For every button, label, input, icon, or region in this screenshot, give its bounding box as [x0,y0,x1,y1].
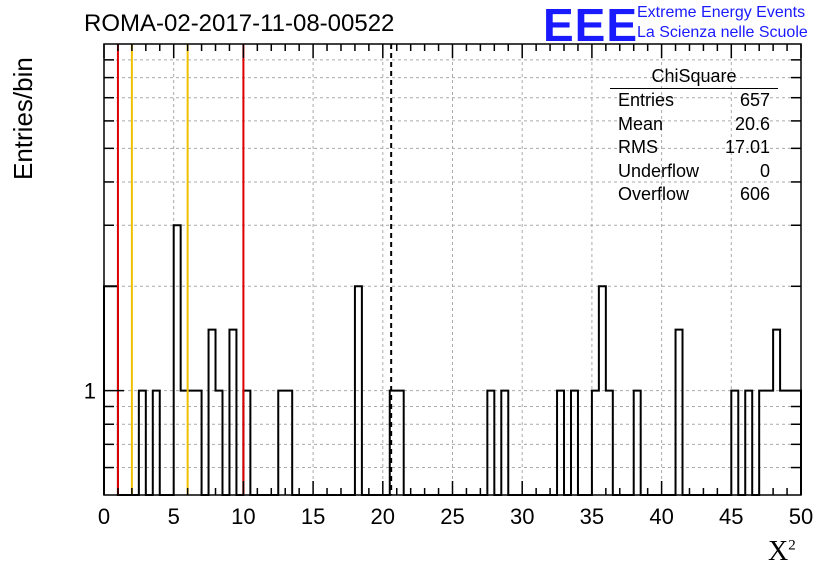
y-axis-label-wrapper: Entries/bin [4,57,44,180]
x-axis-label-sup: 2 [788,537,796,554]
y-tick-labels: 1 [84,379,96,404]
x-tick-label: 40 [649,504,673,529]
stats-row-entries: Entries 657 [610,89,778,113]
x-axis-label: X2 [768,536,796,568]
x-tick-label: 35 [580,504,604,529]
stats-value: 0 [759,160,770,181]
stats-label: Mean [618,113,664,134]
x-tick-label: 50 [789,504,813,529]
stats-value: 606 [739,184,770,204]
axis-ticks [103,44,802,495]
stats-value: 20.6 [734,113,770,134]
y-tick-label: 1 [84,379,96,404]
stats-value: 17.01 [724,137,770,157]
y-axis-label: Entries/bin [8,57,38,180]
stats-label: Entries [618,90,675,110]
stats-row-rms: RMS 17.01 [610,136,778,160]
stats-row-overflow: Overflow 606 [610,183,778,207]
stats-label: RMS [618,137,658,157]
x-tick-label: 45 [719,504,743,529]
x-tick-label: 0 [98,504,110,529]
stats-box: ChiSquare Entries 657 Mean 20.6 RMS 17.01 U… [610,66,778,207]
x-tick-labels: 0 5 10 15 20 25 30 35 40 45 50 [98,504,813,529]
eee-logo: EEE [543,0,639,51]
stats-row-mean: Mean 20.6 [610,113,778,137]
stats-label: Underflow [618,160,700,181]
reference-lines [116,44,393,495]
x-tick-label: 5 [168,504,180,529]
logo-line-2: La Scienza nelle Scuole [637,24,808,41]
chart-title: ROMA-02-2017-11-08-00522 [84,10,395,37]
stats-row-underflow: Underflow 0 [610,160,778,184]
stats-title: ChiSquare [610,66,778,89]
x-tick-label: 15 [301,504,325,529]
x-tick-label: 30 [510,504,534,529]
grid-lines [104,44,801,495]
x-tick-label: 10 [231,504,255,529]
x-axis-label-text: X [768,536,789,567]
stats-value: 657 [739,90,770,110]
x-tick-label: 20 [371,504,395,529]
x-tick-label: 25 [440,504,464,529]
stats-label: Overflow [618,184,690,204]
logo-line-1: Extreme Energy Events [637,4,806,21]
